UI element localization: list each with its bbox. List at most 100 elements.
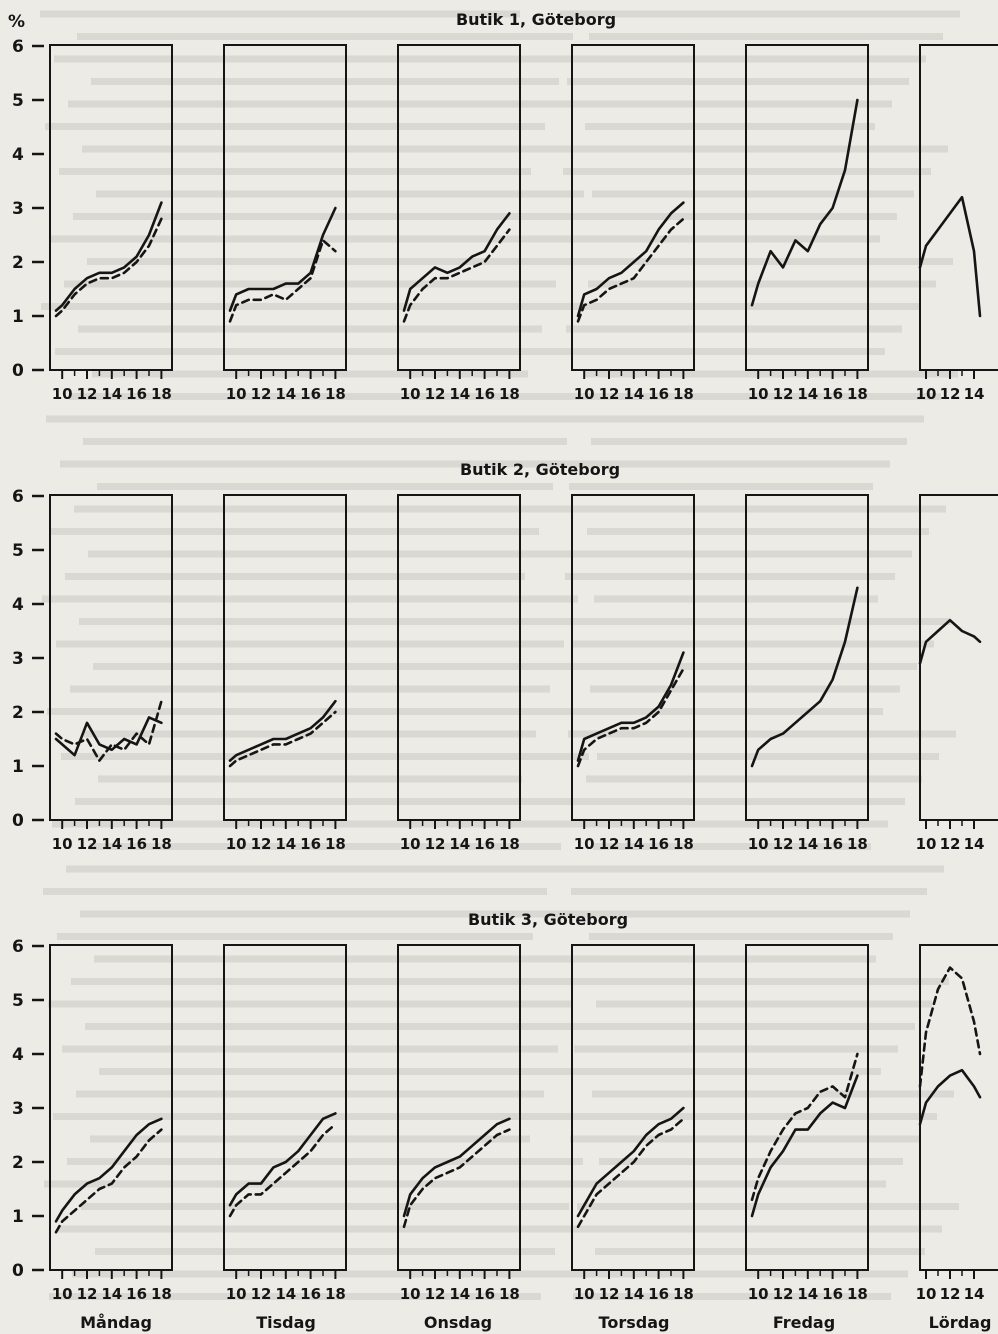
x-tick-label: 16 — [474, 385, 495, 403]
series-line-dashed — [54, 217, 163, 318]
x-tick-label: 10 — [400, 835, 421, 853]
x-tick-label: 14 — [623, 835, 644, 853]
x-tick-label: 16 — [474, 835, 495, 853]
day-plot: 10 12 14 16 18 — [397, 44, 521, 403]
series-line-solid — [54, 1117, 163, 1223]
series-line-solid — [918, 1068, 982, 1126]
day-plot: 10 12 14 16 18 — [745, 494, 869, 853]
x-tick-label: 12 — [773, 835, 794, 853]
x-tick-label: 10 — [52, 385, 73, 403]
y-tick-label: 5 — [12, 991, 24, 1011]
y-tick-label: 4 — [12, 145, 24, 165]
y-unit-label: % — [8, 12, 25, 32]
y-tick-label: 2 — [12, 703, 24, 723]
y-tick-label: 1 — [12, 757, 24, 777]
day-plot: 10 12 14 16 18 — [223, 494, 347, 853]
x-tick-label: 18 — [151, 835, 172, 853]
y-tick-label: 3 — [12, 1099, 24, 1119]
series-line-dashed — [54, 1128, 163, 1234]
series-line-dashed — [576, 667, 685, 768]
x-tick-label: 14 — [449, 385, 470, 403]
x-tick-label: 18 — [325, 385, 346, 403]
series-line-solid — [54, 716, 163, 757]
x-tick-label: 16 — [822, 835, 843, 853]
x-tick-label: 14 — [101, 385, 122, 403]
x-tick-label: 14 — [101, 1285, 122, 1303]
series-line-dashed — [750, 1052, 859, 1202]
day-plot: 10 12 14 — [916, 944, 998, 1303]
x-tick-label: 16 — [126, 1285, 147, 1303]
x-tick-label: 18 — [151, 385, 172, 403]
x-tick-label: 12 — [77, 1285, 98, 1303]
x-tick-label: 18 — [847, 1285, 868, 1303]
x-tick-label: 14 — [964, 1285, 985, 1303]
series-line-solid — [402, 1117, 511, 1218]
day-plot: 10 12 14 16 18 — [49, 944, 173, 1303]
series-line-solid — [54, 201, 163, 312]
series-line-solid — [750, 1074, 859, 1218]
x-tick-label: 10 — [226, 835, 247, 853]
day-label: Måndag — [80, 1313, 152, 1332]
series-line-dashed — [918, 966, 982, 1088]
series-line-solid — [576, 1106, 685, 1218]
series-line-dashed — [54, 699, 163, 762]
y-tick-label: 1 — [12, 307, 24, 327]
series-line-solid — [576, 201, 685, 318]
panel-title: Butik 3, Göteborg — [468, 910, 628, 929]
series-line-dashed — [228, 239, 337, 323]
series-line-solid — [228, 699, 337, 762]
x-tick-label: 12 — [940, 385, 961, 403]
y-tick-label: 0 — [12, 1261, 24, 1281]
x-tick-label: 12 — [599, 835, 620, 853]
x-tick-label: 12 — [425, 385, 446, 403]
x-tick-label: 14 — [964, 835, 985, 853]
day-plot: 10 12 14 16 18 — [571, 944, 695, 1303]
series-line-solid — [750, 98, 859, 307]
day-plot: 10 12 14 16 18 — [397, 944, 521, 1303]
x-tick-label: 16 — [648, 385, 669, 403]
series-line-solid — [918, 195, 982, 318]
x-tick-label: 14 — [101, 835, 122, 853]
day-plot: 10 12 14 16 18 — [49, 44, 173, 403]
series-line-solid — [402, 212, 511, 312]
x-tick-label: 14 — [797, 385, 818, 403]
y-tick-label: 4 — [12, 1045, 24, 1065]
x-tick-label: 14 — [275, 835, 296, 853]
series-line-solid — [750, 586, 859, 768]
plot-frame — [919, 494, 998, 821]
x-tick-label: 18 — [499, 835, 520, 853]
day-label: Lördag — [929, 1313, 992, 1332]
x-tick-label: 14 — [797, 835, 818, 853]
x-tick-label: 18 — [673, 385, 694, 403]
x-tick-label: 10 — [226, 1285, 247, 1303]
x-tick-label: 10 — [916, 385, 937, 403]
x-tick-label: 18 — [325, 835, 346, 853]
x-tick-label: 10 — [916, 835, 937, 853]
x-tick-label: 16 — [300, 1285, 321, 1303]
series-line-solid — [918, 618, 982, 665]
x-tick-label: 14 — [275, 385, 296, 403]
x-tick-label: 18 — [673, 1285, 694, 1303]
y-tick-label: 2 — [12, 253, 24, 273]
x-tick-label: 12 — [77, 385, 98, 403]
x-tick-label: 16 — [822, 1285, 843, 1303]
plot-frame — [919, 944, 998, 1271]
x-tick-label: 18 — [325, 1285, 346, 1303]
x-tick-label: 16 — [126, 835, 147, 853]
x-tick-label: 10 — [52, 835, 73, 853]
x-tick-label: 18 — [151, 1285, 172, 1303]
x-tick-label: 12 — [940, 1285, 961, 1303]
x-tick-label: 16 — [300, 385, 321, 403]
y-tick-label: 0 — [12, 811, 24, 831]
bleed-through-text — [40, 10, 960, 1300]
y-tick-label: 3 — [12, 199, 24, 219]
day-plot: 10 12 14 16 18 — [49, 494, 173, 853]
day-label: Torsdag — [599, 1313, 670, 1332]
x-tick-label: 10 — [748, 835, 769, 853]
x-tick-label: 18 — [847, 835, 868, 853]
y-tick-label: 6 — [12, 37, 24, 57]
x-tick-label: 12 — [425, 1285, 446, 1303]
series-line-dashed — [576, 1117, 685, 1229]
